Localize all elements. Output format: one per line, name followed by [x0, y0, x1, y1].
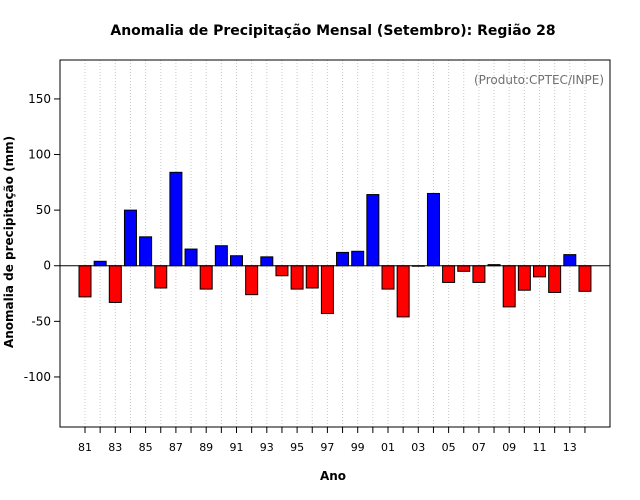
y-tick-label: 0 [43, 259, 51, 273]
x-tick-label: 01 [381, 441, 395, 454]
x-axis: 81 83 85 87 89 91 93 95 97 99 01 03 05 07 09 11 13 [78, 427, 586, 454]
x-tick-label: 95 [290, 441, 304, 454]
bar-00 [366, 194, 380, 267]
y-tick-label: -50 [31, 314, 51, 328]
x-tick-label: 85 [139, 441, 153, 454]
chart-title: Anomalia de Precipitação Mensal (Setembr… [110, 23, 555, 39]
source-annotation: (Produto:CPTEC/INPE) [474, 73, 604, 87]
bar-82 [93, 260, 107, 267]
x-tick-label: 05 [442, 441, 456, 454]
y-axis-label: Anomalia de precipitação (mm) [2, 136, 16, 348]
bar-81 [78, 265, 92, 298]
x-axis-label: Ano [320, 469, 346, 483]
x-tick-label: 87 [169, 441, 183, 454]
x-tick-label: 11 [533, 441, 547, 454]
bar-99 [351, 250, 365, 267]
y-tick-label: 150 [28, 92, 51, 106]
bars [78, 171, 592, 318]
x-tick-label: 07 [472, 441, 486, 454]
bar-14 [578, 265, 592, 292]
bar-07 [472, 265, 486, 283]
bar-93 [260, 256, 274, 267]
y-axis: -100 -50 0 50 100 150 [24, 92, 60, 384]
y-tick-label: -100 [24, 370, 51, 384]
bar-87 [169, 171, 183, 267]
bar-05 [442, 265, 456, 283]
bar-13 [563, 254, 577, 267]
bar-88 [184, 248, 198, 267]
x-tick-label: 03 [411, 441, 425, 454]
bar-91 [230, 255, 243, 267]
bar-94 [275, 265, 289, 277]
bar-83 [108, 265, 122, 303]
plot-frame [59, 59, 611, 428]
bar-97 [320, 265, 334, 315]
x-tick-label: 09 [502, 441, 516, 454]
y-tick-label: 100 [28, 148, 51, 162]
grid-lines [84, 60, 586, 427]
x-tick-label: 81 [78, 441, 92, 454]
bar-10 [517, 265, 531, 291]
bar-85 [139, 236, 153, 267]
bar-86 [154, 265, 168, 289]
x-tick-label: 83 [108, 441, 122, 454]
x-tick-label: 99 [351, 441, 365, 454]
x-tick-label: 93 [260, 441, 274, 454]
bar-09 [502, 265, 516, 308]
x-tick-label: 89 [199, 441, 213, 454]
bar-89 [199, 265, 213, 290]
x-tick-label: 97 [320, 441, 334, 454]
bar-11 [533, 265, 546, 278]
bar-84 [123, 209, 137, 267]
bar-92 [245, 265, 259, 296]
bar-06 [457, 265, 471, 272]
bar-96 [305, 265, 319, 289]
bar-04 [426, 192, 440, 267]
x-tick-label: 13 [563, 441, 577, 454]
bar-95 [290, 265, 304, 290]
y-tick-label: 50 [36, 203, 51, 217]
x-tick-label: 91 [230, 441, 244, 454]
bar-02 [396, 265, 410, 318]
bar-98 [336, 251, 350, 267]
bar-01 [381, 265, 395, 290]
bar-90 [214, 245, 228, 267]
bar-12 [548, 265, 562, 293]
